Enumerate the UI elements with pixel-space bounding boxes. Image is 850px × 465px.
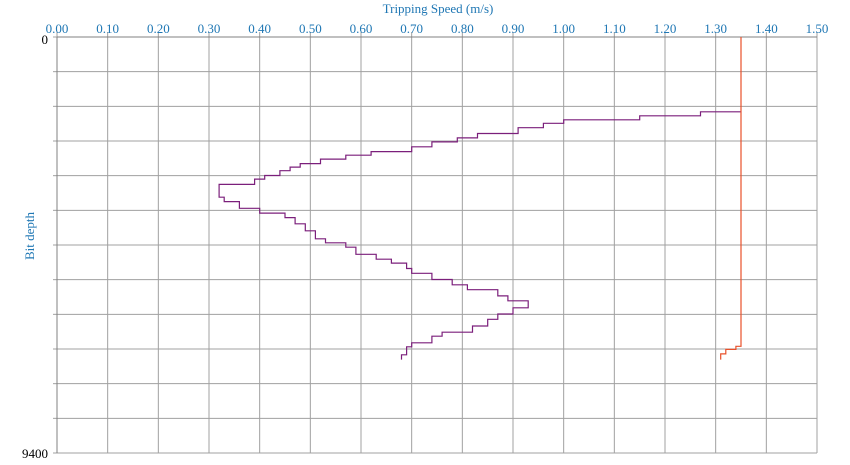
- x-tick-label: 0.40: [248, 21, 271, 36]
- x-tick-label: 0.90: [502, 21, 525, 36]
- grid: [56, 36, 818, 454]
- x-tick-label: 0.20: [147, 21, 170, 36]
- tick-labels: 0.00 0.10 0.20 0.30 0.40 0.50 0.60 0.70 0.80 0.90…: [22, 21, 828, 461]
- x-axis-title: Tripping Speed (m/s): [383, 1, 494, 16]
- series: [218, 37, 742, 360]
- y-axis-title: Bit depth: [22, 211, 37, 260]
- y-tick-label: 9400: [22, 446, 48, 461]
- x-tick-label: 0.80: [451, 21, 474, 36]
- x-tick-label: 0.60: [350, 21, 373, 36]
- x-tick-label: 1.40: [755, 21, 778, 36]
- x-tick-label: 1.00: [552, 21, 575, 36]
- series-line: [218, 111, 741, 360]
- y-tick-label: 0: [42, 32, 49, 47]
- x-tick-label: 1.20: [654, 21, 677, 36]
- x-tick-label: 0.30: [198, 21, 221, 36]
- series-line: [720, 37, 742, 360]
- axes: [53, 32, 818, 454]
- x-tick-label: 0.70: [400, 21, 423, 36]
- x-tick-label: 1.30: [704, 21, 727, 36]
- x-tick-label: 0.50: [299, 21, 322, 36]
- x-tick-label: 0.10: [96, 21, 119, 36]
- x-tick-label: 0.00: [46, 21, 69, 36]
- x-tick-label: 1.50: [806, 21, 829, 36]
- x-tick-label: 1.10: [603, 21, 626, 36]
